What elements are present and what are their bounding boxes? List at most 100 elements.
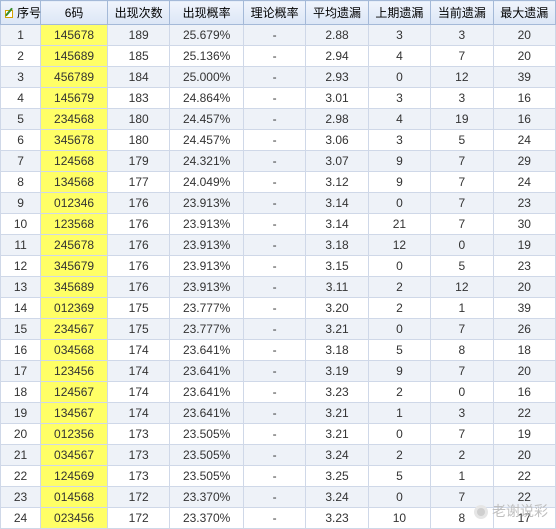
col-header[interactable]: 6码	[41, 1, 108, 25]
table-row[interactable]: 1712345617423.641%-3.199720	[1, 361, 556, 382]
cell-count: 175	[107, 319, 169, 340]
cell-last: 3	[368, 130, 430, 151]
table-row[interactable]: 2103456717323.505%-3.242220	[1, 445, 556, 466]
cell-last: 9	[368, 361, 430, 382]
table-row[interactable]: 345678918425.000%-2.9301239	[1, 67, 556, 88]
cell-code: 345678	[41, 130, 108, 151]
cell-cur: 5	[431, 256, 493, 277]
cell-last: 2	[368, 298, 430, 319]
cell-index: 7	[1, 151, 41, 172]
cell-theo: -	[243, 403, 305, 424]
cell-prob: 23.505%	[170, 445, 244, 466]
cell-prob: 23.505%	[170, 466, 244, 487]
cell-max: 20	[493, 46, 555, 67]
cell-last: 4	[368, 46, 430, 67]
col-header[interactable]: 最大遗漏	[493, 1, 555, 25]
cell-count: 177	[107, 172, 169, 193]
table-row[interactable]: 1012356817623.913%-3.1421730	[1, 214, 556, 235]
table-row[interactable]: 523456818024.457%-2.9841916	[1, 109, 556, 130]
table-row[interactable]: 1812456717423.641%-3.232016	[1, 382, 556, 403]
col-header[interactable]: 上期遗漏	[368, 1, 430, 25]
table-row[interactable]: 2402345617223.370%-3.2310817	[1, 508, 556, 529]
cell-cur: 3	[431, 403, 493, 424]
cell-cur: 12	[431, 67, 493, 88]
cell-max: 24	[493, 172, 555, 193]
cell-index: 22	[1, 466, 41, 487]
cell-max: 19	[493, 424, 555, 445]
cell-prob: 24.457%	[170, 130, 244, 151]
col-header[interactable]: 平均遗漏	[306, 1, 368, 25]
table-row[interactable]: 1913456717423.641%-3.211322	[1, 403, 556, 424]
table-row[interactable]: 1401236917523.777%-3.202139	[1, 298, 556, 319]
table-row[interactable]: 1523456717523.777%-3.210726	[1, 319, 556, 340]
table-row[interactable]: 901234617623.913%-3.140723	[1, 193, 556, 214]
table-row[interactable]: 1603456817423.641%-3.185818	[1, 340, 556, 361]
cell-code: 245678	[41, 235, 108, 256]
cell-count: 176	[107, 214, 169, 235]
cell-count: 174	[107, 382, 169, 403]
table-row[interactable]: 114567818925.679%-2.883320	[1, 25, 556, 46]
cell-cur: 0	[431, 235, 493, 256]
cell-code: 123456	[41, 361, 108, 382]
cell-theo: -	[243, 193, 305, 214]
col-header[interactable]: 出现概率	[170, 1, 244, 25]
cell-avg: 3.14	[306, 193, 368, 214]
cell-count: 176	[107, 193, 169, 214]
cell-last: 3	[368, 25, 430, 46]
cell-avg: 2.88	[306, 25, 368, 46]
cell-code: 345679	[41, 256, 108, 277]
table-row[interactable]: 1234567917623.913%-3.150523	[1, 256, 556, 277]
cell-avg: 3.23	[306, 508, 368, 529]
col-header[interactable]: 出现次数	[107, 1, 169, 25]
table-row[interactable]: 214568918525.136%-2.944720	[1, 46, 556, 67]
cell-code: 124568	[41, 151, 108, 172]
cell-code: 134568	[41, 172, 108, 193]
col-header[interactable]: 当前遗漏	[431, 1, 493, 25]
cell-theo: -	[243, 508, 305, 529]
table-row[interactable]: 414567918324.864%-3.013316	[1, 88, 556, 109]
cell-cur: 3	[431, 88, 493, 109]
table-row[interactable]: 1124567817623.913%-3.1812019	[1, 235, 556, 256]
table-row[interactable]: 2212456917323.505%-3.255122	[1, 466, 556, 487]
cell-prob: 23.913%	[170, 235, 244, 256]
cell-last: 12	[368, 235, 430, 256]
cell-cur: 7	[431, 487, 493, 508]
cell-code: 012369	[41, 298, 108, 319]
cell-index: 16	[1, 340, 41, 361]
cell-index: 3	[1, 67, 41, 88]
cell-code: 012356	[41, 424, 108, 445]
cell-prob: 23.370%	[170, 508, 244, 529]
cell-cur: 2	[431, 445, 493, 466]
col-header[interactable]: 序号	[1, 1, 41, 25]
cell-prob: 24.457%	[170, 109, 244, 130]
cell-max: 17	[493, 508, 555, 529]
cell-max: 39	[493, 298, 555, 319]
cell-avg: 3.07	[306, 151, 368, 172]
table-row[interactable]: 813456817724.049%-3.129724	[1, 172, 556, 193]
cell-index: 13	[1, 277, 41, 298]
col-header[interactable]: 理论概率	[243, 1, 305, 25]
cell-avg: 3.24	[306, 487, 368, 508]
cell-code: 345689	[41, 277, 108, 298]
cell-last: 9	[368, 151, 430, 172]
table-row[interactable]: 2001235617323.505%-3.210719	[1, 424, 556, 445]
cell-avg: 3.19	[306, 361, 368, 382]
cell-last: 0	[368, 256, 430, 277]
table-row[interactable]: 634567818024.457%-3.063524	[1, 130, 556, 151]
cell-prob: 23.370%	[170, 487, 244, 508]
table-row[interactable]: 2301456817223.370%-3.240722	[1, 487, 556, 508]
cell-index: 21	[1, 445, 41, 466]
cell-theo: -	[243, 88, 305, 109]
cell-code: 023456	[41, 508, 108, 529]
cell-count: 180	[107, 130, 169, 151]
cell-theo: -	[243, 424, 305, 445]
cell-code: 145679	[41, 88, 108, 109]
cell-count: 174	[107, 340, 169, 361]
cell-theo: -	[243, 382, 305, 403]
table-row[interactable]: 1334568917623.913%-3.1121220	[1, 277, 556, 298]
cell-avg: 3.21	[306, 403, 368, 424]
cell-max: 20	[493, 25, 555, 46]
cell-theo: -	[243, 235, 305, 256]
table-row[interactable]: 712456817924.321%-3.079729	[1, 151, 556, 172]
cell-prob: 25.679%	[170, 25, 244, 46]
